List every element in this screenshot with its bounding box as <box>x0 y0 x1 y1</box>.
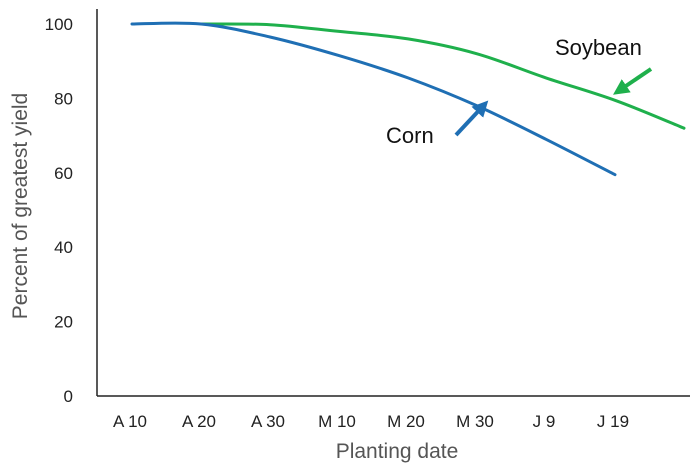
y-tick-label: 100 <box>45 15 73 34</box>
plot-area: 0 20 40 60 80 100 A 10 A 20 A 30 M 10 M 20 M 30 J 9… <box>45 9 690 431</box>
y-axis-title: Percent of greatest yield <box>9 93 32 319</box>
x-tick-label: A 20 <box>182 412 216 431</box>
y-tick-label: 20 <box>54 313 73 332</box>
series-annotations: Corn Soybean <box>386 35 653 148</box>
series-arrow-corn <box>454 100 489 137</box>
series-line-corn <box>130 21 617 177</box>
x-tick-label: M 20 <box>387 412 425 431</box>
x-tick-label: A 30 <box>251 412 285 431</box>
x-tick-label: A 10 <box>113 412 147 431</box>
x-tick-labels: A 10 A 20 A 30 M 10 M 20 M 30 J 9 J 19 <box>113 412 629 431</box>
y-tick-label: 60 <box>54 164 73 183</box>
x-tick-label: M 10 <box>318 412 356 431</box>
x-axis-title: Planting date <box>336 440 459 463</box>
series-lines <box>130 21 686 177</box>
y-tick-labels: 0 20 40 60 80 100 <box>45 15 73 406</box>
series-label-corn: Corn <box>386 123 434 148</box>
y-tick-label: 0 <box>64 387 73 406</box>
x-tick-label: J 19 <box>597 412 629 431</box>
x-tick-label: J 9 <box>533 412 556 431</box>
y-tick-label: 80 <box>54 89 73 108</box>
series-arrow-soybean <box>613 67 653 95</box>
x-tick-label: M 30 <box>456 412 494 431</box>
y-tick-label: 40 <box>54 238 73 257</box>
series-line-soybean <box>199 22 686 130</box>
series-label-soybean: Soybean <box>555 35 642 60</box>
